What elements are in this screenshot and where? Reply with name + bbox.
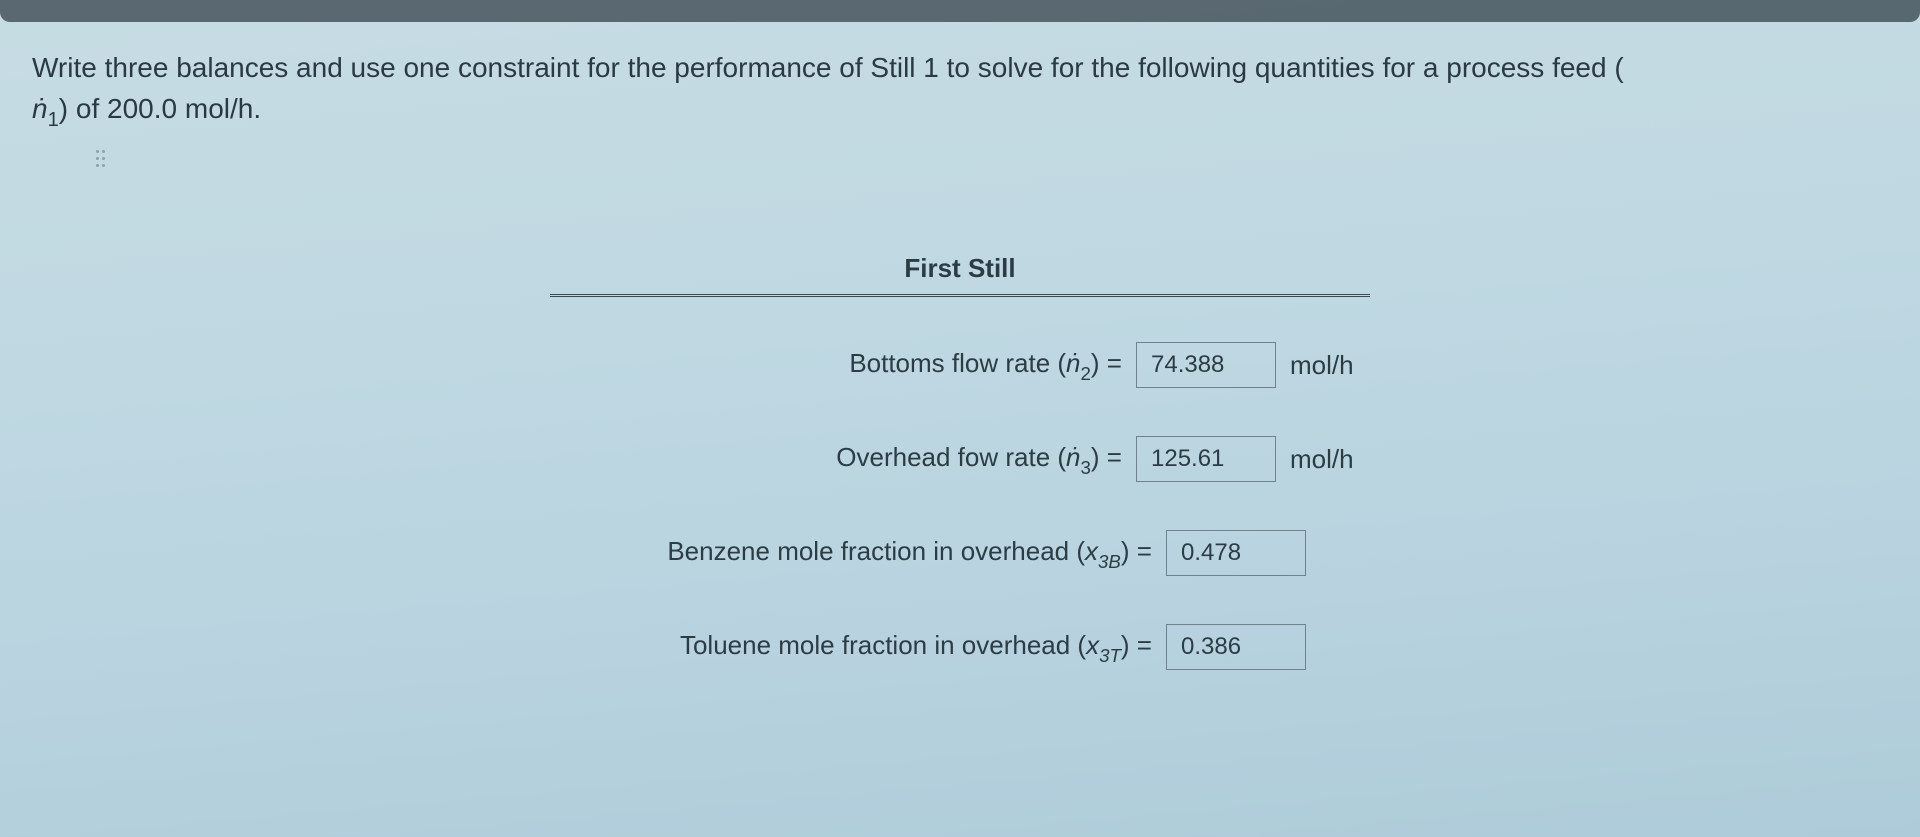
row-benzene: Benzene mole fraction in overhead (x3B) … — [550, 530, 1370, 576]
first-still-block: First Still Bottoms flow rate (ṅ2) = 74.… — [550, 253, 1370, 670]
benzene-sub: 3B — [1098, 551, 1121, 572]
prompt-text-part2: ) of 200.0 mol/h. — [59, 93, 261, 124]
question-prompt: Write three balances and use one constra… — [32, 48, 1888, 133]
bottoms-var: ṅ — [1066, 348, 1080, 378]
overhead-sub: 3 — [1081, 457, 1091, 478]
bottoms-sub: 2 — [1081, 363, 1091, 384]
toluene-sub: 3T — [1099, 645, 1121, 666]
bottoms-label-a: Bottoms flow rate ( — [849, 348, 1066, 378]
bottoms-input[interactable]: 74.388 — [1136, 342, 1276, 388]
toluene-label-b: ) = — [1121, 630, 1152, 660]
section-title: First Still — [550, 253, 1370, 294]
toluene-var: x — [1086, 630, 1099, 660]
benzene-label-a: Benzene mole fraction in overhead ( — [667, 536, 1085, 566]
toluene-input[interactable]: 0.386 — [1166, 624, 1306, 670]
row-overhead: Overhead fow rate (ṅ3) = 125.61 mol/h — [550, 436, 1370, 482]
overhead-input[interactable]: 125.61 — [1136, 436, 1276, 482]
benzene-label: Benzene mole fraction in overhead (x3B) … — [667, 536, 1152, 571]
bottoms-label-b: ) = — [1091, 348, 1122, 378]
prompt-var-n1: ṅ — [32, 93, 48, 124]
section-rule — [550, 294, 1370, 298]
prompt-var-n1-sub: 1 — [48, 109, 59, 131]
overhead-label: Overhead fow rate (ṅ3) = — [836, 442, 1122, 477]
benzene-label-b: ) = — [1121, 536, 1152, 566]
toluene-label: Toluene mole fraction in overhead (x3T) … — [680, 630, 1152, 665]
question-page: Write three balances and use one constra… — [0, 0, 1920, 670]
overhead-label-b: ) = — [1091, 442, 1122, 472]
toluene-label-a: Toluene mole fraction in overhead ( — [680, 630, 1086, 660]
benzene-var: x — [1085, 536, 1098, 566]
benzene-input[interactable]: 0.478 — [1166, 530, 1306, 576]
overhead-unit: mol/h — [1290, 444, 1370, 475]
overhead-var: ṅ — [1066, 442, 1080, 472]
bottoms-unit: mol/h — [1290, 350, 1370, 381]
bottoms-label: Bottoms flow rate (ṅ2) = — [849, 348, 1122, 383]
drag-handle-icon[interactable] — [96, 150, 106, 176]
row-bottoms: Bottoms flow rate (ṅ2) = 74.388 mol/h — [550, 342, 1370, 388]
prompt-text-part1: Write three balances and use one constra… — [32, 52, 1624, 83]
overhead-label-a: Overhead fow rate ( — [836, 442, 1066, 472]
row-toluene: Toluene mole fraction in overhead (x3T) … — [550, 624, 1370, 670]
